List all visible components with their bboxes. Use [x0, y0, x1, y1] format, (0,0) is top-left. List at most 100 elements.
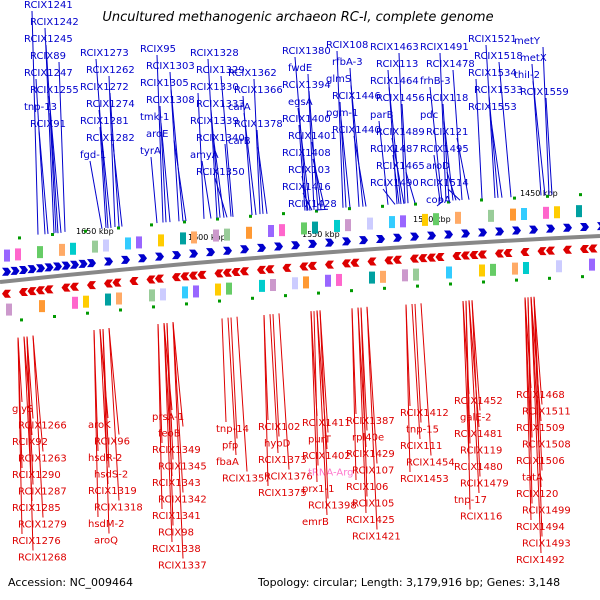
forward-gene-leader — [485, 44, 496, 198]
forward-gene-leader — [378, 120, 389, 205]
forward-gene-label: RCIX1282 — [86, 133, 135, 144]
gc-marker — [183, 220, 186, 224]
reverse-gene-arrow — [189, 271, 198, 280]
forward-gene-leader — [433, 154, 441, 202]
forward-gene-leader — [447, 188, 461, 201]
feature-block — [279, 224, 285, 237]
forward-gene-leader — [207, 58, 218, 219]
reverse-gene-label: RCIX1266 — [18, 421, 67, 432]
scale-tick-label: 1450 kbp — [520, 189, 558, 198]
forward-gene-leader — [150, 156, 158, 224]
gc-marker — [350, 289, 353, 293]
gc-marker — [20, 318, 23, 322]
reverse-gene-label: RCIX116 — [460, 512, 502, 523]
reverse-gene-arrow — [197, 270, 207, 279]
forward-gene-arrow — [495, 227, 504, 236]
reverse-gene-labels: glySRCIX1266RCIX92RCIX1263RCIX1290RCIX12… — [12, 296, 571, 572]
reverse-gene-arrow — [104, 279, 113, 288]
reverse-gene-label: RCIX1357 — [222, 474, 271, 485]
forward-gene-label: RCIX89 — [30, 51, 66, 62]
reverse-gene-label: RCIX119 — [460, 446, 502, 457]
reverse-gene-label: RCIX1506 — [516, 456, 565, 467]
forward-gene-arrow — [206, 248, 215, 257]
reverse-gene-arrow — [435, 253, 445, 262]
genome-summary-text: Topology: circular; Length: 3,179,916 bp… — [257, 576, 560, 589]
feature-block — [402, 269, 408, 282]
gc-marker — [218, 299, 221, 303]
reverse-gene-leader — [471, 300, 481, 477]
forward-gene-label: copA — [426, 195, 451, 206]
forward-gene-label: RCIX113 — [376, 59, 418, 70]
reverse-gene-leader — [32, 335, 44, 452]
forward-gene-label: RCIX1366 — [234, 85, 283, 96]
forward-gene-leader — [297, 107, 311, 211]
forward-gene-leader — [201, 160, 212, 219]
forward-gene-leader — [256, 129, 264, 214]
forward-gene-leader — [31, 10, 39, 235]
reverse-gene-leader — [278, 313, 290, 470]
forward-gene-label: RCIX1330 — [190, 82, 239, 93]
gc-marker — [216, 217, 219, 221]
feature-block — [215, 283, 221, 296]
forward-gene-leader — [160, 122, 171, 223]
gc-marker — [317, 291, 320, 295]
reverse-gene-label: RCIX107 — [352, 466, 394, 477]
forward-gene-label: RCIX1490 — [370, 178, 419, 189]
forward-gene-label: RCIX1489 — [376, 127, 425, 138]
reverse-gene-arrow — [469, 250, 479, 259]
feature-block — [325, 274, 331, 287]
reverse-gene-label: RCIX1454 — [406, 458, 455, 469]
reverse-gene-leader — [108, 327, 120, 501]
feature-block — [224, 228, 230, 241]
reverse-gene-leader — [93, 330, 99, 518]
forward-gene-arrow — [121, 255, 130, 264]
forward-gene-label: RCIX1350 — [196, 167, 245, 178]
reverse-gene-leader — [530, 296, 542, 554]
forward-gene-arrow — [240, 245, 249, 254]
reverse-gene-label: RCIX1511 — [522, 407, 571, 418]
reverse-strand-arrows — [2, 244, 598, 298]
forward-gene-leader — [382, 188, 396, 205]
reverse-gene-arrow — [299, 262, 309, 271]
forward-gene-arrow — [342, 237, 351, 246]
reverse-gene-label: RCIX1425 — [346, 515, 395, 526]
forward-gene-label: RCIX1362 — [228, 68, 277, 79]
feature-block — [292, 277, 298, 290]
feature-block — [37, 246, 43, 259]
reverse-gene-label: RCIX102 — [258, 422, 300, 433]
reverse-gene-leader — [163, 323, 173, 543]
forward-gene-leader — [391, 137, 405, 204]
gc-marker — [152, 305, 155, 309]
feature-block — [70, 242, 76, 255]
reverse-gene-arrow — [427, 253, 436, 262]
feature-block — [521, 207, 527, 220]
reverse-gene-label: RCIX1318 — [94, 503, 143, 514]
feature-block — [158, 234, 164, 247]
reverse-gene-leader — [269, 314, 279, 454]
forward-gene-leader — [452, 69, 463, 200]
reverse-gene-arrow — [61, 283, 71, 292]
forward-gene-leader — [302, 192, 313, 211]
forward-gene-leader — [89, 160, 103, 229]
forward-gene-label: RCIX1408 — [282, 148, 331, 159]
forward-gene-leader — [545, 97, 553, 195]
reverse-gene-leader — [405, 304, 411, 473]
feature-block — [259, 279, 265, 292]
reverse-gene-label: RCIX1493 — [522, 539, 571, 550]
reverse-gene-leader — [26, 336, 34, 551]
reverse-gene-arrow — [384, 256, 394, 265]
reverse-gene-leader — [351, 308, 357, 481]
reverse-gene-arrow — [580, 244, 589, 253]
forward-gene-label: glmS — [326, 74, 351, 85]
forward-gene-arrow — [155, 252, 164, 261]
forward-gene-label: RCIX1478 — [426, 59, 475, 70]
forward-gene-leader — [173, 139, 187, 222]
forward-gene-leader — [108, 75, 116, 227]
forward-gene-label: RCIX1328 — [190, 48, 239, 59]
forward-gene-leader — [350, 84, 364, 207]
reverse-gene-leader — [313, 311, 319, 466]
scale-tick-label: 1550 kbp — [302, 230, 340, 239]
forward-gene-leader — [442, 103, 450, 201]
reverse-gene-leader — [157, 324, 163, 510]
